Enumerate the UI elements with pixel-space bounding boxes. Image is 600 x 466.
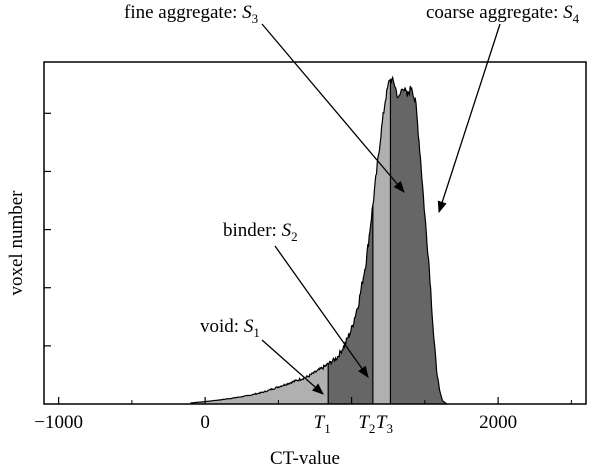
histogram-curve <box>190 75 448 404</box>
annotation-arrow-coarse <box>437 23 501 214</box>
region-s4 <box>390 77 447 404</box>
x-axis-title: CT-value <box>270 448 340 466</box>
annotation-void: void: S1 <box>200 316 260 340</box>
plot-frame <box>43 61 587 405</box>
annotation-coarse: coarse aggregate: S4 <box>426 2 580 26</box>
threshold-label-t2: T2 <box>358 412 375 436</box>
annotation-arrow-binder <box>274 245 369 378</box>
x-tick-label: 2000 <box>479 412 517 433</box>
annotation-arrow-void <box>261 339 324 395</box>
x-tick-label: 0 <box>200 412 210 433</box>
annotation-arrow-fine <box>261 23 405 193</box>
threshold-label-t1: T1 <box>314 412 331 436</box>
x-tick-label: −1000 <box>34 412 83 433</box>
annotation-binder: binder: S2 <box>223 220 298 244</box>
y-axis-title: voxel number <box>6 190 27 296</box>
region-s1 <box>190 363 329 404</box>
region-s3 <box>372 78 391 404</box>
threshold-label-t3: T3 <box>376 412 393 436</box>
annotation-fine: fine aggregate: S3 <box>124 2 258 26</box>
region-s2 <box>328 205 373 404</box>
